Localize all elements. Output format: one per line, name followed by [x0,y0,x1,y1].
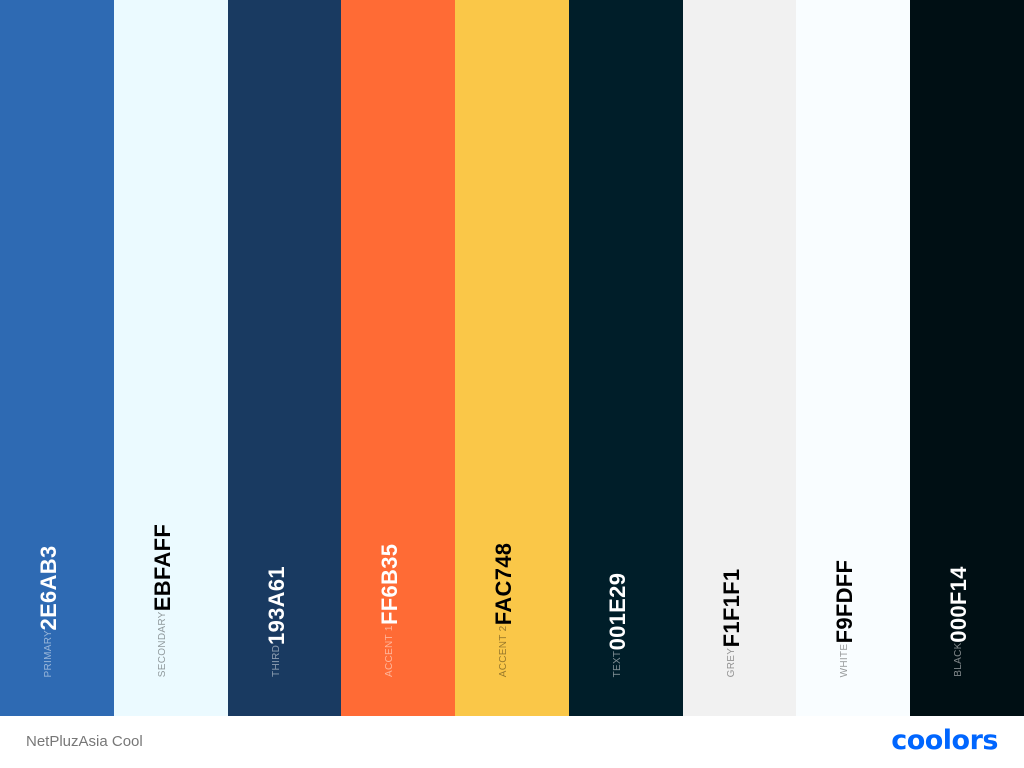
swatch-white[interactable]: WHITE F9FDFF [796,0,911,716]
swatch-accent-2[interactable]: ACCENT 2 FAC748 [455,0,569,716]
swatch-hex: 000F14 [946,566,972,643]
swatch-black[interactable]: BLACK 000F14 [910,0,1024,716]
swatch-secondary[interactable]: SECONDARY EBFAFF [113,0,228,716]
swatch-label: PRIMARY [43,629,54,677]
swatch-hex: FAC748 [491,542,517,626]
palette-swatches: PRIMARY 2E6AB3 SECONDARY EBFAFF THIRD 193A6… [0,0,1024,716]
swatch-third[interactable]: THIRD 193A61 [227,0,342,716]
swatch-hex: 2E6AB3 [36,544,61,630]
swatch-label: BLACK [953,642,965,677]
swatch-hex: F1F1F1 [718,568,744,648]
swatch-primary[interactable]: PRIMARY 2E6AB3 [0,0,114,716]
coolors-logo[interactable]: coolors [891,725,998,756]
swatch-hex: F9FDFF [832,559,858,644]
swatch-grey[interactable]: GREY F1F1F1 [682,0,797,716]
swatch-hex: 193A61 [263,566,289,645]
swatch-label: ACCENT 2 [498,625,510,677]
swatch-hex: FF6B35 [377,544,403,626]
swatch-label: SECONDARY [156,611,168,677]
swatch-accent-1[interactable]: ACCENT 1 FF6B35 [341,0,456,716]
palette-name: NetPluzAsia Cool [26,733,143,750]
swatch-text[interactable]: TEXT 001E29 [568,0,683,716]
swatch-hex: EBFAFF [149,523,175,612]
footer: NetPluzAsia Cool coolors [0,716,1024,768]
swatch-label: THIRD [270,644,282,677]
swatch-label: GREY [725,647,737,677]
swatch-hex: 001E29 [604,572,630,651]
swatch-label: WHITE [839,643,851,677]
swatch-label: ACCENT 1 [384,625,396,677]
swatch-label: TEXT [611,650,623,677]
